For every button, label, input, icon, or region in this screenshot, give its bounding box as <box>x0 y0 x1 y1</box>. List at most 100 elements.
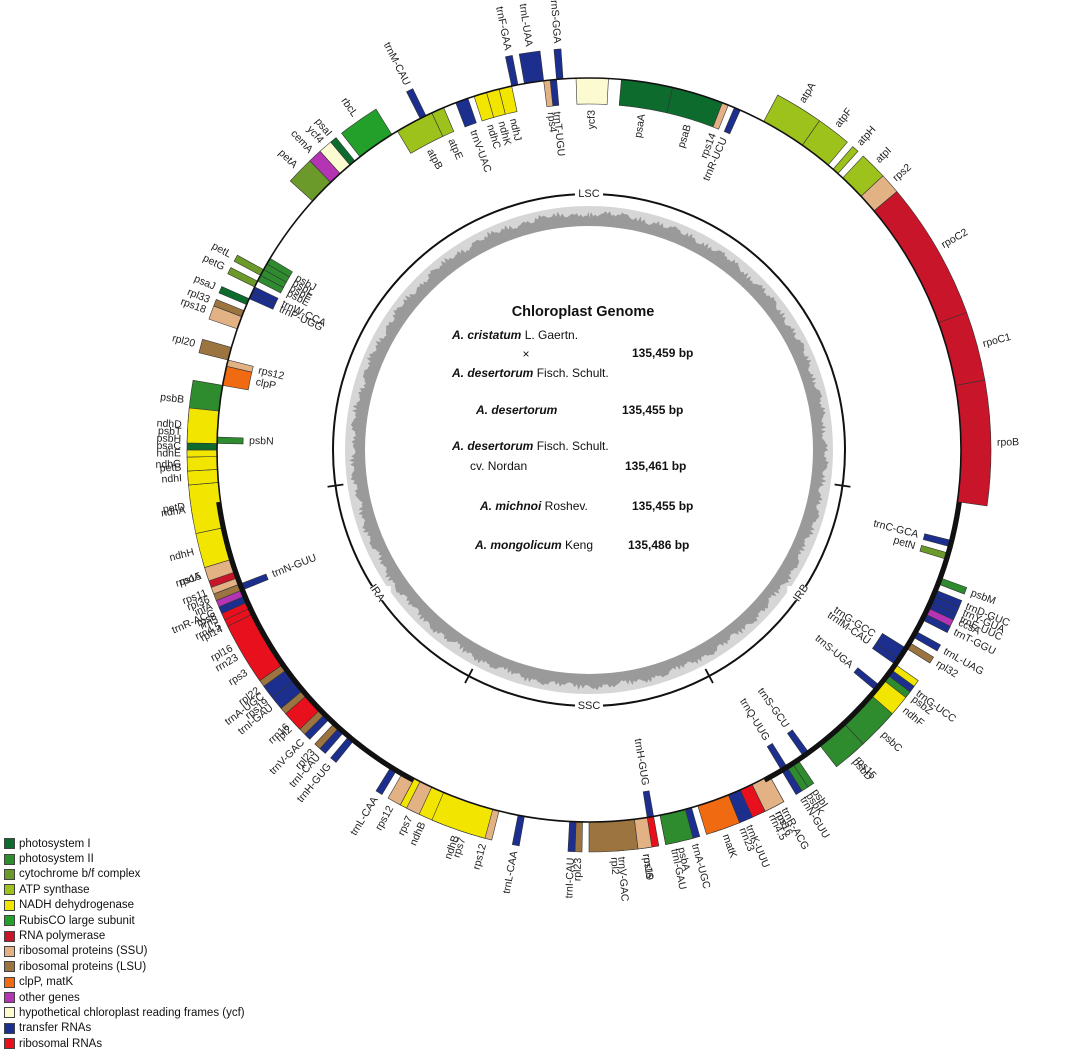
region-label-ssc: SSC <box>578 700 601 712</box>
species-3-line2: cv. Nordan <box>470 459 527 473</box>
legend-swatch <box>4 1007 15 1019</box>
legend-item: hypothetical chloroplast reading frames … <box>4 1005 245 1020</box>
gene-label: rps4 <box>545 111 559 133</box>
gene-label: rpl20 <box>171 332 197 350</box>
gene-label: psbN <box>249 435 274 448</box>
legend-label: ATP synthase <box>19 883 90 896</box>
gene-label: petD <box>162 501 186 516</box>
gene-label: atpB <box>424 147 445 172</box>
gene-trnq-uug <box>766 743 787 770</box>
gene-label: atpA <box>797 80 819 105</box>
gene-label: rpoB <box>997 436 1019 448</box>
gene-psaj <box>218 286 250 306</box>
legend-label: transfer RNAs <box>19 1022 92 1035</box>
irb-thick-arc <box>763 501 962 783</box>
region-label-irb: IRB <box>791 582 811 604</box>
region-label-ira: IRA <box>367 582 388 604</box>
gene-trns-uga <box>853 667 879 690</box>
gene-trnh-gug <box>642 790 654 818</box>
gene-trnm-cau <box>406 88 427 119</box>
gene-label: psbC <box>878 729 904 755</box>
species-4-name: A. michnoi Roshev. <box>479 499 588 513</box>
genome-summary: Chloroplast Genome A. cristatum L. Gaert… <box>451 304 693 552</box>
gene-label: rps12 <box>257 365 285 383</box>
gene-label: rps12 <box>471 842 489 871</box>
species-1-size: 135,459 bp <box>632 346 693 360</box>
gene-label: ndhA <box>160 504 186 519</box>
species-4-size: 135,455 bp <box>632 499 693 513</box>
species-3-line1: A. desertorum Fisch. Schult. <box>451 439 609 453</box>
legend-swatch <box>4 945 15 957</box>
legend-item: photosystem I <box>4 836 245 851</box>
gene-label: ndhJ <box>507 117 524 142</box>
gene-label: rps19 <box>640 853 656 881</box>
gene-rpl2 <box>588 818 639 853</box>
gene-label: rps2 <box>890 161 913 184</box>
legend-label: NADH dehydrogenase <box>19 899 135 912</box>
gene-label: ndhH <box>168 546 195 564</box>
legend-item: ATP synthase <box>4 882 245 897</box>
legend-label: cytochrome b/f complex <box>19 868 141 881</box>
gene-rpoc1 <box>938 312 986 386</box>
legend-swatch <box>4 1022 15 1034</box>
gene-label: trnL-CAA <box>348 795 381 838</box>
gene-trnl-caa <box>511 814 525 847</box>
species-5-name: A. mongolicum Keng <box>474 538 593 552</box>
gene-trni-cau <box>567 821 577 853</box>
gene-label: trnI-CAU <box>563 857 577 898</box>
legend-label: photosystem I <box>19 837 91 850</box>
legend-item: ribosomal proteins (LSU) <box>4 959 245 974</box>
species-1-line2: A. desertorum Fisch. Schult. <box>451 366 609 380</box>
species-3-size: 135,461 bp <box>625 459 686 473</box>
gene-label: rbcL <box>339 95 361 119</box>
gene-trnn-guu <box>241 573 269 590</box>
legend-label: photosystem II <box>19 853 94 866</box>
gene-label: psbH <box>156 432 181 445</box>
gene-label: trnS-UGA <box>813 633 856 671</box>
species-1-line1: A. cristatum L. Gaertn. <box>451 328 578 342</box>
legend-item: ribosomal RNAs <box>4 1036 245 1051</box>
gene-psaa <box>618 79 674 114</box>
legend-swatch <box>4 884 15 896</box>
gene-trnv-uac <box>455 97 477 128</box>
gene-ndhg <box>186 456 218 472</box>
gene-label: trnF-GAA <box>493 5 514 51</box>
gene-rpl20 <box>198 338 232 361</box>
legend-swatch <box>4 930 15 942</box>
gene-label: rpoC2 <box>939 226 970 251</box>
gene-ndhe <box>186 449 218 458</box>
legend-label: ribosomal proteins (LSU) <box>19 960 147 973</box>
gene-label: atpH <box>855 124 879 149</box>
gene-label: rrn16 <box>640 853 655 879</box>
gene-label: atpE <box>445 137 465 162</box>
legend-label: other genes <box>19 991 80 1004</box>
ira-thick-arc <box>216 501 415 783</box>
gene-label: ndhE <box>156 447 181 459</box>
gene-psac <box>186 442 218 451</box>
legend-swatch <box>4 868 15 880</box>
species-2-size: 135,455 bp <box>622 403 683 417</box>
gene-trnc-gca <box>922 533 951 547</box>
legend-swatch <box>4 976 15 988</box>
legend-item: RNA polymerase <box>4 928 245 943</box>
gene-label: rpl2 <box>608 857 621 875</box>
legend-item: photosystem II <box>4 851 245 866</box>
legend-label: hypothetical chloroplast reading frames … <box>19 1006 245 1019</box>
gene-petn <box>919 544 947 560</box>
legend-swatch <box>4 1038 15 1050</box>
gene-label: rpl23 <box>571 858 584 882</box>
genome-ring <box>216 77 962 823</box>
gene-label: matK <box>720 833 739 860</box>
legend-item: ribosomal proteins (SSU) <box>4 944 245 959</box>
region-boundary-tick <box>464 668 474 684</box>
legend-label: ribosomal proteins (SSU) <box>19 945 148 958</box>
gene-label: psaB <box>675 123 693 149</box>
legend-swatch <box>4 853 15 865</box>
gene-rpoc2 <box>873 191 968 324</box>
species-1-cross: × <box>522 347 529 361</box>
gene-label: psbT <box>158 425 182 438</box>
legend-item: cytochrome b/f complex <box>4 867 245 882</box>
gene-label: trnL-UAA <box>517 3 535 47</box>
legend-swatch <box>4 915 15 927</box>
